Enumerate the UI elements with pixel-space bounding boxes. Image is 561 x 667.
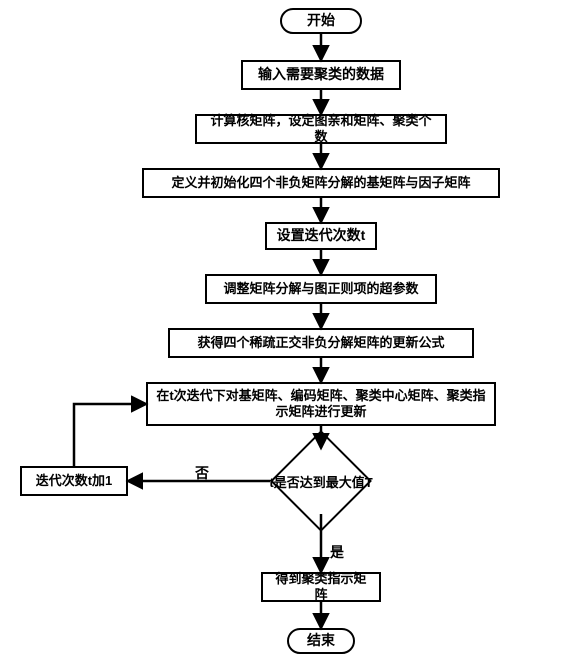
- step-increment-t: 迭代次数t加1: [20, 466, 128, 496]
- step-update-matrices: 在t次迭代下对基矩阵、编码矩阵、聚类中心矩阵、聚类指示矩阵进行更新: [146, 382, 496, 426]
- start-label: 开始: [307, 12, 335, 30]
- step-init-matrices: 定义并初始化四个非负矩阵分解的基矩阵与因子矩阵: [142, 168, 500, 198]
- step-label: 输入需要聚类的数据: [258, 66, 384, 84]
- step-compute-kernel: 计算核矩阵，设定图亲和矩阵、聚类个数: [195, 114, 447, 144]
- step-label: 定义并初始化四个非负矩阵分解的基矩阵与因子矩阵: [171, 175, 470, 191]
- step-set-iterations: 设置迭代次数t: [265, 222, 377, 250]
- decision-node: [270, 430, 372, 532]
- step-update-formulas: 获得四个稀疏正交非负分解矩阵的更新公式: [168, 328, 474, 358]
- flowchart-canvas: 开始 输入需要聚类的数据 计算核矩阵，设定图亲和矩阵、聚类个数 定义并初始化四个…: [0, 0, 561, 667]
- step-label: 获得四个稀疏正交非负分解矩阵的更新公式: [197, 335, 444, 351]
- step-label: 在t次迭代下对基矩阵、编码矩阵、聚类中心矩阵、聚类指示矩阵进行更新: [156, 388, 486, 421]
- step-input-data: 输入需要聚类的数据: [241, 60, 401, 90]
- step-label: 调整矩阵分解与图正则项的超参数: [223, 281, 418, 297]
- end-node: 结束: [287, 628, 355, 654]
- step-label: 设置迭代次数t: [277, 227, 366, 245]
- edge-label-yes: 是: [330, 542, 344, 562]
- step-label: 计算核矩阵，设定图亲和矩阵、聚类个数: [205, 113, 437, 146]
- step-label: 得到聚类指示矩阵: [271, 571, 371, 604]
- edge-label-no: 否: [195, 463, 209, 483]
- step-result-matrix: 得到聚类指示矩阵: [261, 572, 381, 602]
- start-node: 开始: [280, 8, 362, 34]
- step-tune-hyperparams: 调整矩阵分解与图正则项的超参数: [205, 274, 437, 304]
- end-label: 结束: [307, 632, 335, 650]
- step-label: 迭代次数t加1: [36, 473, 113, 489]
